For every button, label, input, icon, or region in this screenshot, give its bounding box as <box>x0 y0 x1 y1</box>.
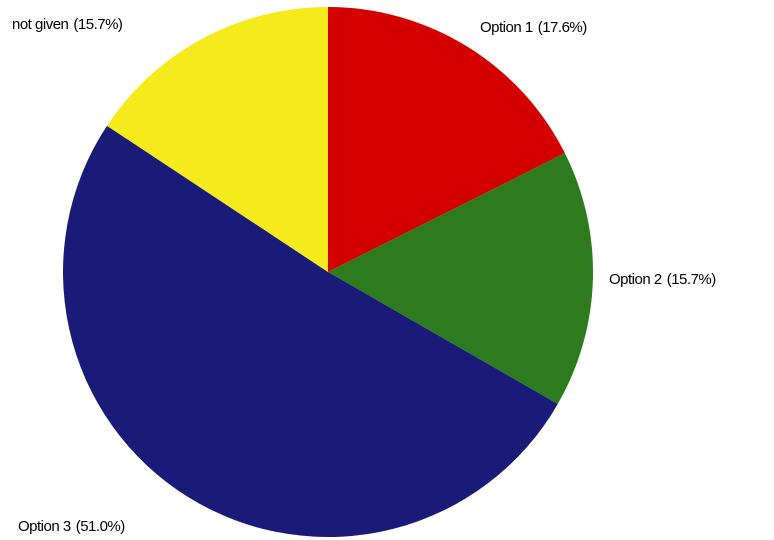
slice-name: Option 2 <box>609 271 662 288</box>
slice-label: Option 2 (15.7%) <box>609 271 716 288</box>
slice-value: (15.7%) <box>667 271 717 288</box>
slice-label: Option 1 (17.6%) <box>480 19 587 36</box>
slice-label: Option 3 (51.0%) <box>18 518 125 535</box>
slice-value: (15.7%) <box>73 16 123 33</box>
slice-value: (51.0%) <box>76 518 126 535</box>
slice-name: Option 3 <box>18 518 71 535</box>
pie-slice <box>328 153 594 405</box>
slice-name: not given <box>12 16 69 33</box>
slice-label: not given (15.7%) <box>12 16 123 33</box>
pie-slice <box>106 7 329 272</box>
slice-name: Option 1 <box>480 19 533 36</box>
slice-value: (17.6%) <box>538 19 588 36</box>
pie-slice <box>63 125 558 537</box>
pie-slice <box>328 7 565 272</box>
